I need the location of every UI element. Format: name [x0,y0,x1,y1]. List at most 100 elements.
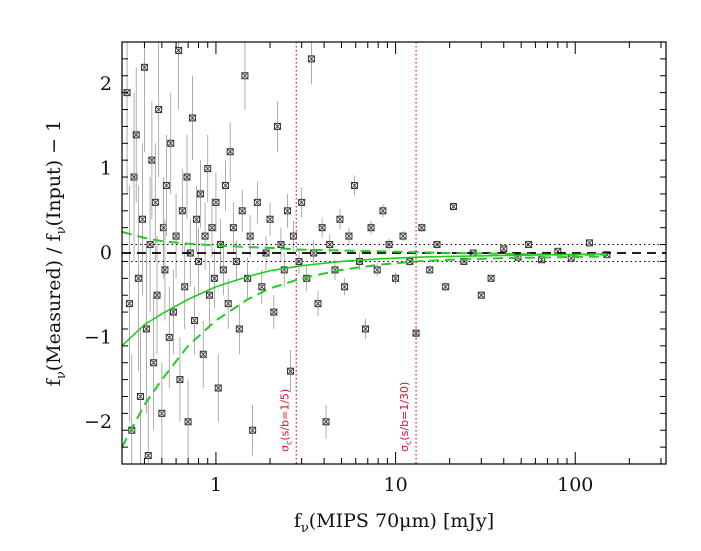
data-point [258,283,266,291]
data-point [289,232,297,240]
y-tick-label: 0 [100,242,112,264]
data-point [184,418,192,426]
data-point [191,317,199,325]
data-point [318,224,326,232]
data-point [161,266,169,274]
data-point [249,426,257,434]
data-point [350,181,358,189]
reference-lines [121,42,666,464]
data-point [125,300,133,308]
data-point [188,114,196,122]
data-point [392,274,400,282]
y-tick-label: 1 [100,158,112,180]
data-point [134,274,142,282]
data-point [331,266,339,274]
data-point [224,300,232,308]
fit-lower-curve [121,255,607,448]
data-point [283,207,291,215]
axis-ticks: 1 10 100 −2 −1 0 1 2 [84,41,666,496]
data-point [307,55,315,63]
data-point [181,283,189,291]
data-point [172,232,180,240]
data-point [193,215,201,223]
data-point [241,72,249,80]
data-point [148,156,156,164]
data-point [399,232,407,240]
data-point [199,350,207,358]
data-point [341,283,349,291]
data-point [150,359,158,367]
x-tick-label: 10 [383,474,407,496]
data-point [449,203,457,211]
y-axis-title: fν(Measured) / fν(Input) − 1 [43,120,69,386]
data-point [442,283,450,291]
data-point [219,266,227,274]
y-tick-label: −1 [84,326,112,348]
data-point [167,139,175,147]
data-point [144,452,152,460]
y-tick-label: 2 [100,73,112,95]
data-point [212,198,220,206]
plot-area [123,42,611,464]
x-tick-label: 100 [557,474,593,496]
data-point [176,376,184,384]
data-point [379,207,387,215]
data-point [155,106,163,114]
threshold-labels: σc(s/b=1/5) σc(s/b=1/30) [278,382,413,452]
data-point [367,224,375,232]
plot-frame [121,41,667,465]
data-point [214,384,222,392]
data-point [201,232,209,240]
data-point [158,409,166,417]
data-point [235,325,243,333]
data-point [196,190,204,198]
data-point [208,224,216,232]
data-point [142,325,150,333]
data-point [238,207,246,215]
data-point [162,181,170,189]
data-point [298,198,306,206]
data-point [273,122,281,130]
data-point [210,274,218,282]
data-point [226,148,234,156]
data-point [270,308,278,316]
data-point [138,215,146,223]
data-point [132,131,140,139]
data-point [175,46,183,54]
fit-median-curve [121,253,607,347]
threshold-label: σc(s/b=1/30) [398,382,413,452]
data-point [336,215,344,223]
data-point [487,274,495,282]
data-point [204,165,212,173]
data-point [322,418,330,426]
data-point [426,266,434,274]
data-point [345,232,353,240]
data-point [477,291,485,299]
data-point [169,308,177,316]
data-point [373,266,381,274]
data-point [153,291,161,299]
data-point [362,325,370,333]
data-point [286,367,294,375]
data-point [178,207,186,215]
data-point [183,173,191,181]
data-point [140,63,148,71]
threshold-label: σc(s/b=1/5) [278,389,293,452]
data-point [229,224,237,232]
data-point [205,291,213,299]
data-point [151,198,159,206]
fit-upper-curve [121,230,607,256]
data-point [418,224,426,232]
x-tick-label: 1 [210,474,222,496]
data-point [266,215,274,223]
data-point [136,392,144,400]
data-point [246,232,254,240]
data-point [221,181,229,189]
x-axis-title: fν(MIPS 70μm) [mJy] [294,510,494,536]
data-point [314,300,322,308]
data-point [500,245,508,253]
data-point [253,198,261,206]
data-point [165,333,173,341]
